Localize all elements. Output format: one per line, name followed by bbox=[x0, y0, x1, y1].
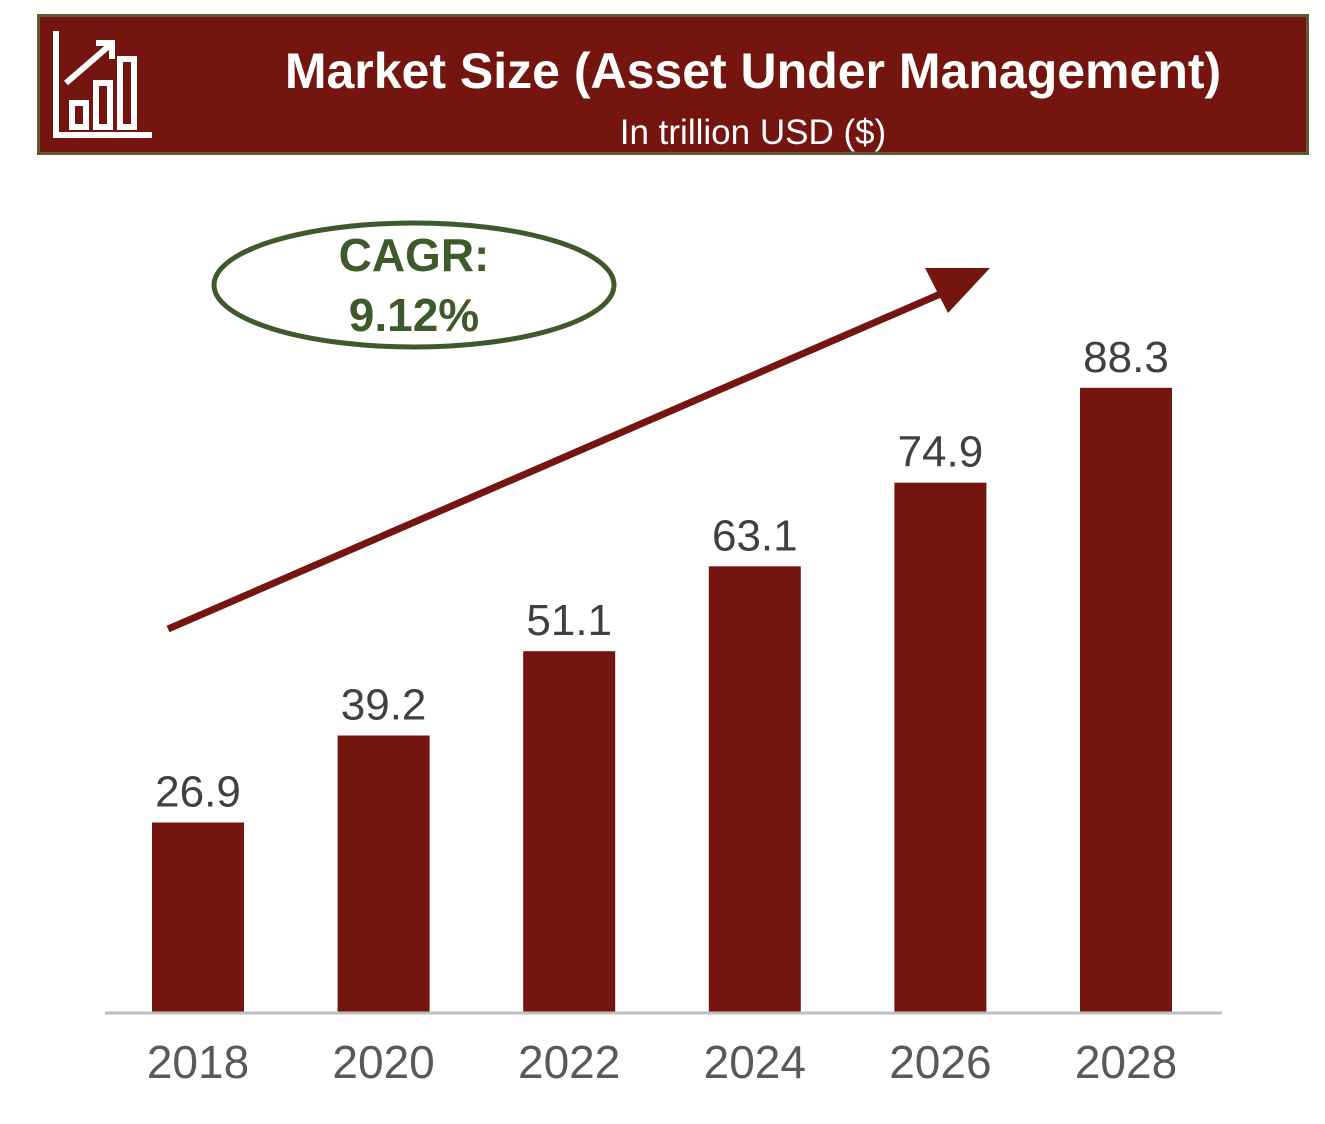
trend-arrow-line bbox=[166, 288, 947, 633]
chart-title: Market Size (Asset Under Management) bbox=[284, 43, 1222, 99]
x-tick-label-2026: 2026 bbox=[889, 1036, 991, 1088]
value-label-2024: 63.1 bbox=[712, 511, 798, 560]
value-label-2028: 88.3 bbox=[1083, 333, 1169, 382]
bar-2026 bbox=[894, 482, 987, 1013]
x-tick-label-2020: 2020 bbox=[332, 1036, 434, 1088]
cagr-label: CAGR: bbox=[339, 229, 490, 281]
x-tick-label-2024: 2024 bbox=[704, 1036, 806, 1088]
bar-2024 bbox=[708, 566, 801, 1013]
x-tick-label-2022: 2022 bbox=[518, 1036, 620, 1088]
cagr-value: 9.12% bbox=[349, 289, 479, 341]
cagr-annotation: CAGR: 9.12% bbox=[211, 220, 617, 350]
x-tick-labels-group: 2018 2020 2022 2024 2026 2028 bbox=[147, 1036, 1177, 1088]
bar-2022 bbox=[523, 651, 616, 1013]
value-label-2018: 26.9 bbox=[155, 768, 241, 817]
value-labels-group: 26.9 39.2 51.1 63.1 74.9 88.3 bbox=[155, 333, 1169, 817]
cagr-ellipse bbox=[211, 220, 617, 350]
x-tick-label-2018: 2018 bbox=[147, 1036, 249, 1088]
chart-header-banner: Market Size (Asset Under Management) In … bbox=[37, 14, 1309, 155]
value-label-2020: 39.2 bbox=[341, 681, 427, 730]
trend-arrowhead bbox=[925, 268, 990, 313]
bar-2028 bbox=[1080, 387, 1172, 1013]
value-label-2026: 74.9 bbox=[898, 428, 984, 477]
chart-subtitle: In trillion USD ($) bbox=[619, 113, 887, 152]
bar-2018 bbox=[152, 822, 244, 1013]
bar-chart-growth-icon bbox=[53, 31, 152, 138]
bars-group bbox=[152, 387, 1172, 1013]
x-tick-label-2028: 2028 bbox=[1075, 1036, 1177, 1088]
bar-2020 bbox=[337, 735, 430, 1013]
value-label-2022: 51.1 bbox=[526, 596, 612, 645]
trend-arrow bbox=[166, 268, 990, 633]
